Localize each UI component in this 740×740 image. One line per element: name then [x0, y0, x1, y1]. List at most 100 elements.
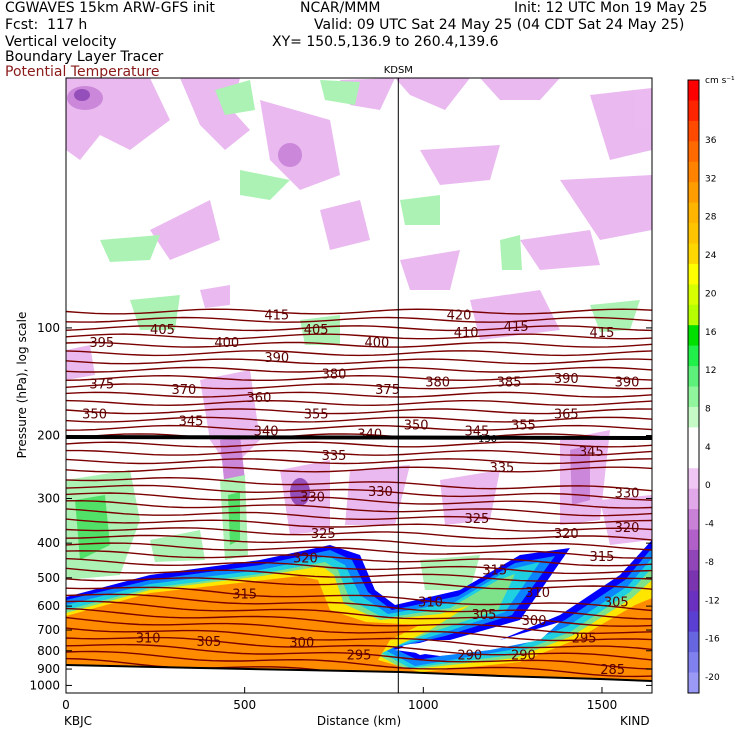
- theta-label: 415: [264, 309, 289, 324]
- colorbar-swatch: [688, 202, 699, 224]
- colorbar-swatch: [688, 570, 699, 592]
- theta-label: 290: [457, 648, 482, 663]
- colorbar-swatch: [688, 611, 699, 633]
- theta-contour: [66, 577, 652, 590]
- colorbar-swatch: [688, 631, 699, 653]
- theta-label: 330: [615, 486, 640, 501]
- x-tick-label: 1500: [587, 698, 618, 712]
- theta-label: 295: [347, 648, 372, 663]
- y-tick-label: 100: [37, 321, 60, 335]
- colorbar-swatch: [688, 345, 699, 367]
- y-tick-label: 1000: [29, 678, 60, 692]
- theta-label: 335: [322, 449, 347, 464]
- colorbar-swatch: [688, 468, 699, 490]
- theta-contour: [66, 542, 652, 559]
- plot-area: 415 420 405 405 410 415 415 395 400 400 390 380 380 3…: [66, 78, 652, 693]
- theta-contour: [66, 593, 652, 620]
- right-endpoint-label: KIND: [620, 714, 650, 728]
- theta-label: 320: [615, 521, 640, 536]
- colorbar-swatch: [688, 672, 699, 694]
- theta-label: 350: [82, 408, 107, 423]
- colorbar-swatch: [688, 366, 699, 387]
- colorbar-label: -20: [705, 673, 720, 683]
- x-tick-label: 1000: [408, 698, 439, 712]
- colorbar-label: 8: [705, 405, 711, 415]
- theta-label: 400: [214, 336, 239, 351]
- colorbar-label: 12: [705, 366, 716, 376]
- theta-contour: [66, 492, 652, 509]
- theta-contour: [66, 567, 652, 582]
- colorbar-label: -16: [705, 635, 720, 645]
- colorbar-swatch: [688, 304, 699, 326]
- theta-contour: [66, 441, 652, 448]
- theta-label: 360: [247, 391, 272, 406]
- potential-temperature-labels: 415 420 405 405 410 415 415 395 400 400 390 380 380 3…: [82, 309, 640, 678]
- colorbar-swatch: [688, 263, 699, 285]
- colorbar-unit: cm s⁻¹: [705, 76, 735, 86]
- theta-label: 390: [615, 375, 640, 390]
- init-time: Init: 12 UTC Mon 19 May 25: [514, 0, 708, 16]
- theta-contour: [66, 399, 652, 407]
- theta-contour: [66, 518, 652, 532]
- theta-label: 320: [554, 527, 579, 542]
- colorbar-label: 0: [705, 481, 711, 491]
- theta-label: 345: [579, 445, 604, 460]
- theta-contour: [66, 341, 652, 348]
- valid-time: Valid: 09 UTC Sat 24 May 25 (04 CDT Sat …: [314, 17, 685, 33]
- terrain-outline: [66, 664, 652, 682]
- left-endpoint-label: KBJC: [64, 714, 92, 728]
- theta-contour: [66, 499, 652, 517]
- theta-label: 315: [590, 550, 615, 565]
- colorbar-frame: [687, 79, 700, 694]
- theta-label: 330: [300, 490, 325, 505]
- colorbar-swatch: [688, 120, 699, 142]
- forecast-hour: Fcst: 117 h: [5, 17, 88, 33]
- theta-label: 295: [572, 632, 597, 647]
- theta-contour: [66, 316, 652, 323]
- cross-section-endpoints: XY= 150.5,136.9 to 260.4,139.6: [272, 34, 499, 50]
- station-marker-label: KDSM: [384, 65, 413, 76]
- colorbar-label: 28: [705, 213, 717, 223]
- theta-label: 365: [554, 408, 579, 423]
- colorbar-label: 20: [705, 289, 717, 299]
- theta-contour: [66, 508, 652, 525]
- theta-label: 305: [197, 635, 222, 650]
- colorbar-swatch: [688, 488, 699, 510]
- theta-label: 390: [264, 351, 289, 366]
- theta-label: 310: [525, 586, 550, 601]
- theta-label: 395: [89, 336, 114, 351]
- colorbar-swatch: [688, 529, 699, 551]
- colorbar-swatch: [688, 325, 699, 347]
- theta-contour: [66, 433, 652, 440]
- theta-contour: [66, 650, 652, 678]
- theta-contour: [66, 466, 652, 473]
- y-tick-label: 700: [37, 623, 60, 637]
- colorbar-swatch: [688, 223, 699, 244]
- theta-label: 390: [554, 372, 579, 387]
- colorbar-swatch: [688, 141, 699, 163]
- theta-contour: [66, 408, 652, 415]
- theta-contour: [66, 527, 652, 541]
- theta-label: 335: [490, 461, 515, 476]
- theta-label: 400: [364, 336, 389, 351]
- x-tick-label: 0: [62, 698, 70, 712]
- theta-contour: [66, 366, 652, 373]
- theta-contour: [66, 550, 652, 567]
- colorbar-swatch: [688, 182, 699, 204]
- theta-contour: [66, 449, 652, 456]
- theta-label: 410: [454, 326, 479, 341]
- colorbar-label: 4: [705, 443, 711, 453]
- theta-contour: [66, 643, 652, 670]
- y-tick-label: 600: [37, 599, 60, 613]
- colorbar-swatch: [688, 161, 699, 183]
- y-tick-label: 800: [37, 644, 60, 658]
- colorbar-label: 16: [705, 328, 717, 338]
- theta-contour: [66, 308, 652, 315]
- theta-contour: [66, 484, 652, 501]
- theta-contour: [66, 534, 652, 551]
- theta-label: 405: [304, 323, 329, 338]
- field-vertical-velocity: Vertical velocity: [5, 34, 117, 50]
- plot-frame: [65, 77, 653, 694]
- colorbar-swatch: [688, 447, 699, 469]
